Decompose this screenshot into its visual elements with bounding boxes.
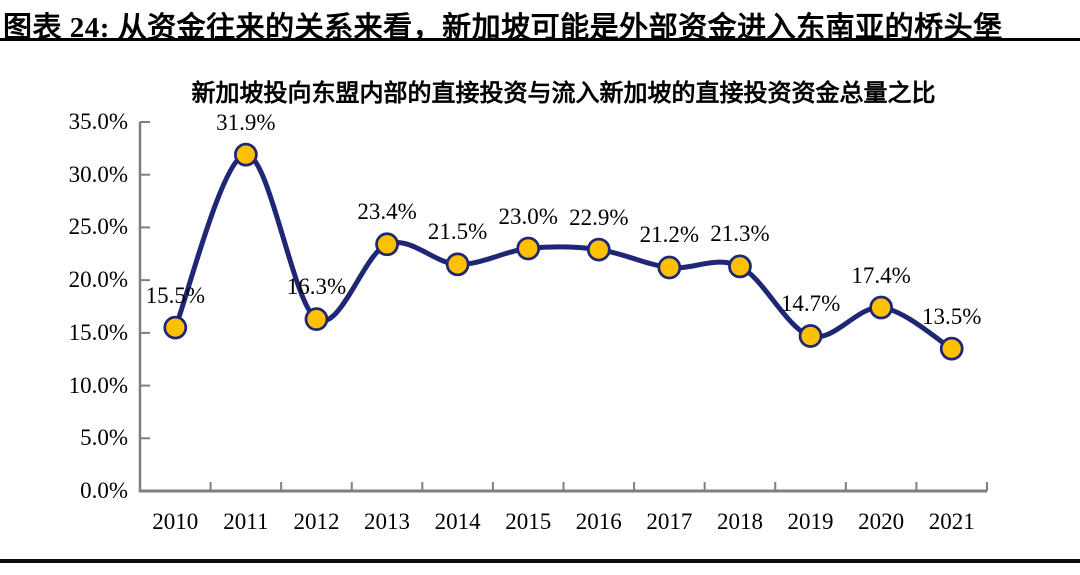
data-point-label: 16.3% <box>286 274 347 300</box>
x-axis-tick-label: 2019 <box>787 509 834 534</box>
x-axis-tick-label: 2014 <box>434 509 481 534</box>
data-point-label: 21.5% <box>427 219 488 245</box>
data-point-label: 21.2% <box>639 222 700 248</box>
data-point-label: 22.9% <box>569 204 629 230</box>
data-point-label: 17.4% <box>851 262 911 288</box>
data-point-marker <box>163 315 188 340</box>
data-point-marker <box>869 295 893 320</box>
data-point-label: 15.5% <box>145 282 205 308</box>
chart-title: 新加坡投向东盟内部的直接投资与流入新加坡的直接投资资金总量之比 <box>191 81 936 107</box>
data-point-marker <box>445 252 470 277</box>
x-axis-tick-label: 2012 <box>293 509 340 534</box>
data-point-marker <box>516 236 541 261</box>
x-axis-tick-label: 2015 <box>505 509 552 534</box>
data-point-marker <box>234 142 258 167</box>
data-point-label: 13.5% <box>921 303 982 329</box>
x-axis-tick-label: 2020 <box>858 509 905 534</box>
y-axis-tick-label: 20.0% <box>68 267 128 293</box>
data-point-marker <box>939 336 964 361</box>
x-axis-tick-label: 2010 <box>152 509 199 534</box>
data-point-label: 23.0% <box>498 203 558 229</box>
data-point-marker <box>657 255 682 280</box>
x-axis-tick-label: 2018 <box>716 509 763 534</box>
y-axis-tick-label: 30.0% <box>68 161 128 187</box>
line-series <box>172 152 955 352</box>
y-axis-tick-label: 5.0% <box>80 425 128 451</box>
caption-divider-line <box>0 38 1080 41</box>
x-axis-tick-label: 2017 <box>646 509 693 534</box>
data-point-label: 21.3% <box>710 221 770 247</box>
y-axis-tick-label: 0.0% <box>80 478 128 503</box>
data-point-marker <box>375 232 399 257</box>
y-axis-tick-label: 35.0% <box>68 109 128 134</box>
y-axis-tick-label: 15.0% <box>68 319 128 345</box>
bottom-divider-line <box>0 559 1080 563</box>
data-point-marker <box>586 237 611 262</box>
data-point-marker <box>304 307 329 332</box>
x-axis-tick-label: 2021 <box>928 509 975 534</box>
x-axis-tick-label: 2016 <box>575 509 622 534</box>
data-point-label: 31.9% <box>216 109 276 135</box>
x-axis-tick-label: 2013 <box>364 509 411 534</box>
x-axis-tick-label: 2011 <box>223 509 269 534</box>
data-point-label: 14.7% <box>780 291 841 317</box>
data-point-marker <box>798 324 823 348</box>
data-point-marker <box>728 254 752 279</box>
y-axis-tick-label: 25.0% <box>68 214 128 240</box>
y-axis-tick-label: 10.0% <box>68 372 128 398</box>
data-point-label: 23.4% <box>357 199 417 225</box>
